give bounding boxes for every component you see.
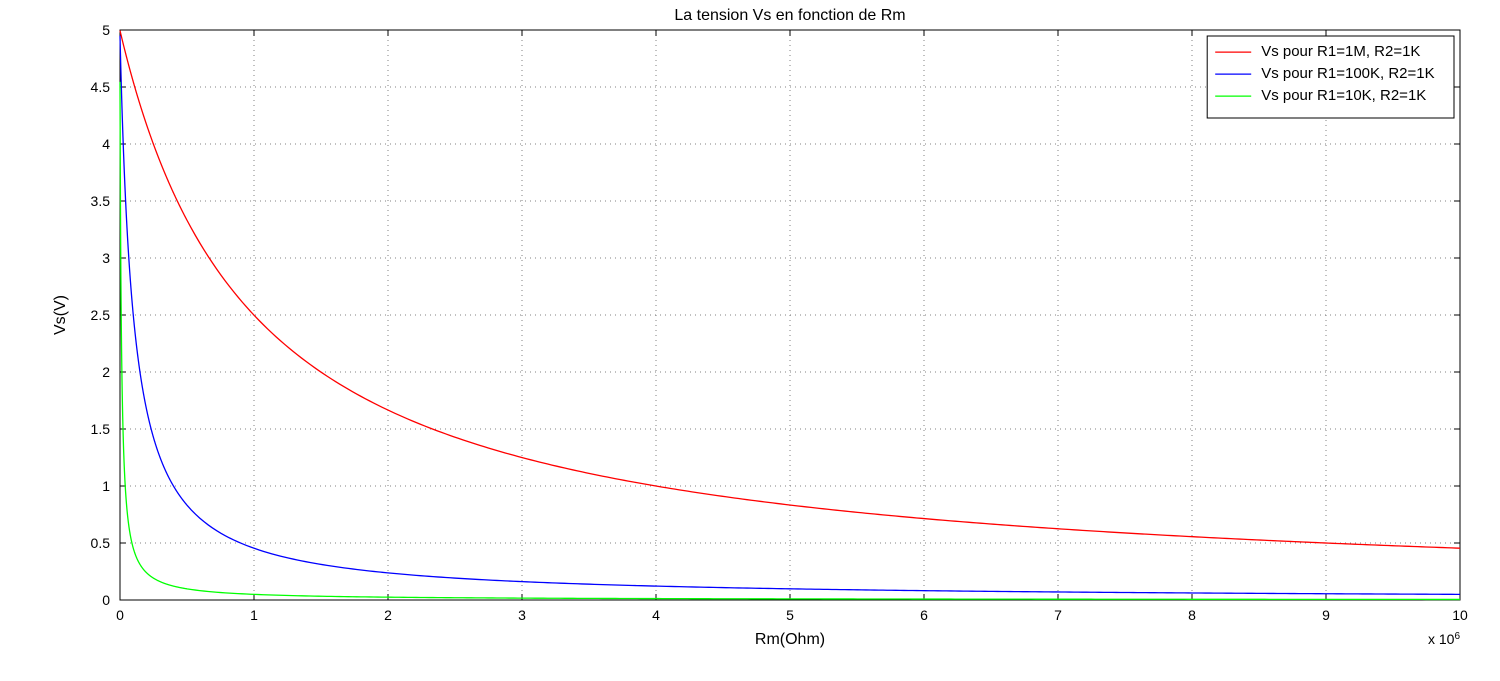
y-tick-label: 3.5 bbox=[91, 193, 111, 209]
y-tick-label: 1.5 bbox=[91, 421, 111, 437]
chart-svg: 0 1 2 3 4 5 6 7 8 9 10 0 0.5 1 1.5 2 2.5 3 3.5 4 4.5 5 x 106 Rm… bbox=[0, 0, 1500, 681]
x-axis-label: Rm(Ohm) bbox=[755, 631, 825, 648]
legend-label-0: Vs pour R1=1M, R2=1K bbox=[1261, 43, 1420, 60]
y-tick-label: 0 bbox=[102, 592, 110, 608]
x-tick-label: 2 bbox=[384, 607, 392, 623]
legend-label-1: Vs pour R1=100K, R2=1K bbox=[1261, 65, 1434, 82]
chart-container: 0 1 2 3 4 5 6 7 8 9 10 0 0.5 1 1.5 2 2.5 3 3.5 4 4.5 5 x 106 Rm… bbox=[0, 0, 1500, 681]
x-tick-label: 4 bbox=[652, 607, 660, 623]
y-tick-label: 0.5 bbox=[91, 535, 111, 551]
x-tick-label: 8 bbox=[1188, 607, 1196, 623]
chart-title: La tension Vs en fonction de Rm bbox=[674, 7, 905, 24]
y-tick-label: 2.5 bbox=[91, 307, 111, 323]
y-tick-label: 1 bbox=[102, 478, 110, 494]
x-tick-label: 10 bbox=[1452, 607, 1468, 623]
y-tick-label: 4 bbox=[102, 136, 110, 152]
x-exponent-label: x 106 bbox=[1428, 631, 1460, 648]
x-tick-label: 5 bbox=[786, 607, 794, 623]
y-tick-label: 2 bbox=[102, 364, 110, 380]
y-tick-label: 3 bbox=[102, 250, 110, 266]
y-tick-label: 4.5 bbox=[91, 79, 111, 95]
x-tick-label: 3 bbox=[518, 607, 526, 623]
x-tick-label: 6 bbox=[920, 607, 928, 623]
x-tick-label: 0 bbox=[116, 607, 124, 623]
x-tick-label: 9 bbox=[1322, 607, 1330, 623]
x-tick-label: 7 bbox=[1054, 607, 1062, 623]
y-axis-label: Vs(V) bbox=[52, 295, 69, 335]
y-tick-label: 5 bbox=[102, 22, 110, 38]
x-tick-label: 1 bbox=[250, 607, 258, 623]
legend-label-2: Vs pour R1=10K, R2=1K bbox=[1261, 87, 1426, 104]
